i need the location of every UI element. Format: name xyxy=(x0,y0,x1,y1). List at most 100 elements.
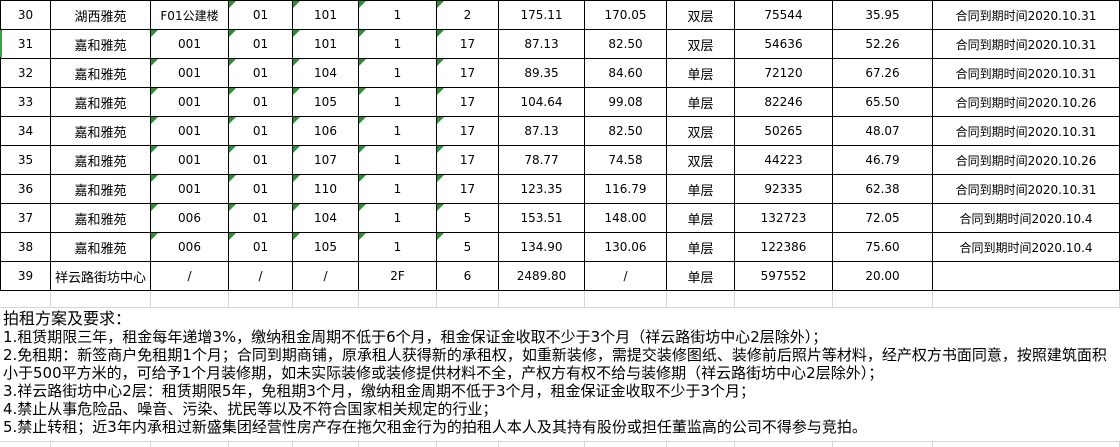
table-cell[interactable]: / xyxy=(293,262,359,291)
table-cell[interactable]: F01公建楼 xyxy=(151,1,229,30)
table-cell[interactable]: 20.00 xyxy=(833,262,933,291)
table-cell[interactable]: 74.58 xyxy=(585,146,667,175)
table-cell[interactable]: 17 xyxy=(437,117,499,146)
row-number-cell[interactable]: 39 xyxy=(1,262,51,291)
table-cell[interactable]: 2F xyxy=(359,262,437,291)
table-cell[interactable]: 001 xyxy=(151,30,229,59)
table-cell[interactable]: 54636 xyxy=(735,30,833,59)
table-cell[interactable]: 170.05 xyxy=(585,1,667,30)
table-cell[interactable]: 01 xyxy=(229,233,293,262)
table-cell[interactable]: 嘉和雅苑 xyxy=(51,146,151,175)
table-cell[interactable]: 01 xyxy=(229,204,293,233)
table-cell[interactable]: 104 xyxy=(293,59,359,88)
table-cell[interactable]: 110 xyxy=(293,175,359,204)
table-cell[interactable]: 101 xyxy=(293,1,359,30)
table-cell[interactable]: 123.35 xyxy=(499,175,585,204)
table-cell[interactable]: 72.05 xyxy=(833,204,933,233)
table-cell[interactable]: 单层 xyxy=(667,233,735,262)
table-cell[interactable]: 嘉和雅苑 xyxy=(51,204,151,233)
table-cell[interactable]: 48.07 xyxy=(833,117,933,146)
table-cell[interactable]: 62.38 xyxy=(833,175,933,204)
table-cell[interactable]: 合同到期时间2020.10.26 xyxy=(933,88,1120,117)
table-cell[interactable]: 嘉和雅苑 xyxy=(51,59,151,88)
table-cell[interactable]: 双层 xyxy=(667,1,735,30)
table-cell[interactable]: 祥云路街坊中心 xyxy=(51,262,151,291)
table-cell[interactable]: 105 xyxy=(293,233,359,262)
table-cell[interactable]: 1 xyxy=(359,117,437,146)
table-cell[interactable]: 46.79 xyxy=(833,146,933,175)
table-cell[interactable]: 44223 xyxy=(735,146,833,175)
table-cell[interactable]: 006 xyxy=(151,233,229,262)
table-cell[interactable]: 153.51 xyxy=(499,204,585,233)
table-cell[interactable]: 合同到期时间2020.10.31 xyxy=(933,175,1120,204)
table-cell[interactable]: 1 xyxy=(359,59,437,88)
table-cell[interactable]: 合同到期时间2020.10.26 xyxy=(933,146,1120,175)
table-cell[interactable]: 嘉和雅苑 xyxy=(51,233,151,262)
table-cell[interactable]: 5 xyxy=(437,204,499,233)
table-cell[interactable]: 132723 xyxy=(735,204,833,233)
table-cell[interactable]: 单层 xyxy=(667,204,735,233)
table-cell[interactable]: 嘉和雅苑 xyxy=(51,175,151,204)
row-number-cell[interactable]: 31 xyxy=(1,30,51,59)
table-cell[interactable]: 75.60 xyxy=(833,233,933,262)
table-cell[interactable]: 50265 xyxy=(735,117,833,146)
table-cell[interactable]: 106 xyxy=(293,117,359,146)
table-cell[interactable]: 01 xyxy=(229,88,293,117)
table-cell[interactable]: 1 xyxy=(359,88,437,117)
table-cell[interactable]: 双层 xyxy=(667,117,735,146)
table-cell[interactable]: 130.06 xyxy=(585,233,667,262)
table-cell[interactable]: 单层 xyxy=(667,175,735,204)
row-number-cell[interactable]: 30 xyxy=(1,1,51,30)
table-cell[interactable]: 合同到期时间2020.10.4 xyxy=(933,233,1120,262)
table-cell[interactable]: 2489.80 xyxy=(499,262,585,291)
table-cell[interactable]: 101 xyxy=(293,30,359,59)
table-cell[interactable]: / xyxy=(585,262,667,291)
table-cell[interactable]: 175.11 xyxy=(499,1,585,30)
table-cell[interactable]: 72120 xyxy=(735,59,833,88)
table-cell[interactable]: 1 xyxy=(359,30,437,59)
table-cell[interactable]: 001 xyxy=(151,146,229,175)
table-cell[interactable]: 82.50 xyxy=(585,30,667,59)
table-cell[interactable]: 双层 xyxy=(667,30,735,59)
table-cell[interactable]: 6 xyxy=(437,262,499,291)
table-cell[interactable]: 104.64 xyxy=(499,88,585,117)
table-cell[interactable]: 1 xyxy=(359,146,437,175)
table-cell[interactable]: 单层 xyxy=(667,59,735,88)
table-cell[interactable]: 75544 xyxy=(735,1,833,30)
table-cell[interactable]: / xyxy=(151,262,229,291)
table-cell[interactable]: 134.90 xyxy=(499,233,585,262)
table-cell[interactable]: 01 xyxy=(229,146,293,175)
table-cell[interactable]: 122386 xyxy=(735,233,833,262)
table-cell[interactable]: 89.35 xyxy=(499,59,585,88)
table-cell[interactable]: 1 xyxy=(359,233,437,262)
table-cell[interactable]: 92335 xyxy=(735,175,833,204)
table-cell[interactable]: 82246 xyxy=(735,88,833,117)
table-cell[interactable]: 合同到期时间2020.10.31 xyxy=(933,30,1120,59)
table-cell[interactable]: 01 xyxy=(229,1,293,30)
table-cell[interactable]: 17 xyxy=(437,88,499,117)
table-cell[interactable]: 001 xyxy=(151,88,229,117)
table-cell[interactable] xyxy=(933,262,1120,291)
table-cell[interactable]: 1 xyxy=(359,1,437,30)
table-cell[interactable]: 17 xyxy=(437,175,499,204)
table-cell[interactable]: 单层 xyxy=(667,88,735,117)
table-cell[interactable]: 17 xyxy=(437,59,499,88)
table-cell[interactable]: 1 xyxy=(359,204,437,233)
table-cell[interactable]: 82.50 xyxy=(585,117,667,146)
row-number-cell[interactable]: 38 xyxy=(1,233,51,262)
table-cell[interactable]: 嘉和雅苑 xyxy=(51,30,151,59)
row-number-cell[interactable]: 37 xyxy=(1,204,51,233)
table-cell[interactable]: 嘉和雅苑 xyxy=(51,117,151,146)
table-cell[interactable]: 湖西雅苑 xyxy=(51,1,151,30)
row-number-cell[interactable]: 35 xyxy=(1,146,51,175)
table-cell[interactable]: 合同到期时间2020.10.31 xyxy=(933,117,1120,146)
table-cell[interactable]: 合同到期时间2020.10.4 xyxy=(933,204,1120,233)
table-cell[interactable]: 17 xyxy=(437,146,499,175)
table-cell[interactable]: 87.13 xyxy=(499,117,585,146)
table-cell[interactable]: 35.95 xyxy=(833,1,933,30)
table-cell[interactable]: 006 xyxy=(151,204,229,233)
table-cell[interactable]: 合同到期时间2020.10.31 xyxy=(933,59,1120,88)
table-cell[interactable]: 1 xyxy=(359,175,437,204)
table-cell[interactable]: 001 xyxy=(151,117,229,146)
table-cell[interactable]: 65.50 xyxy=(833,88,933,117)
